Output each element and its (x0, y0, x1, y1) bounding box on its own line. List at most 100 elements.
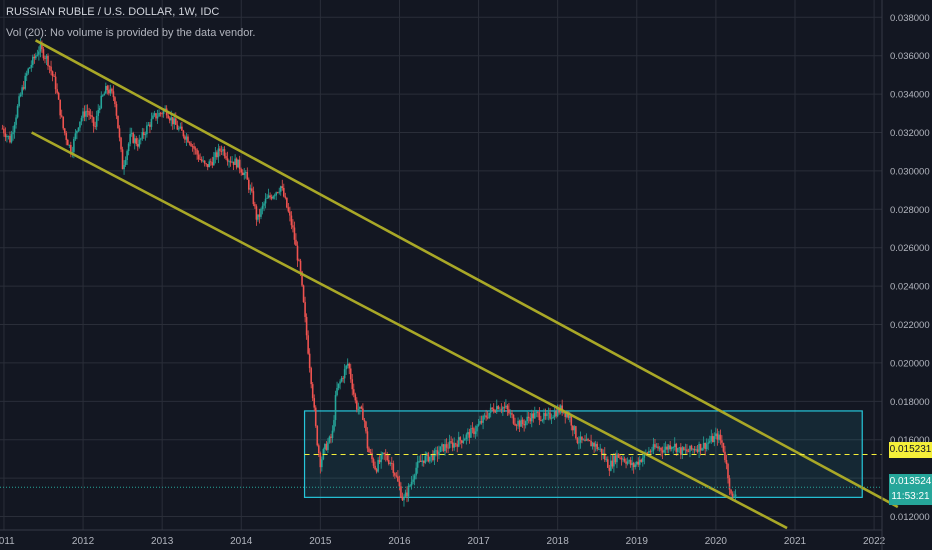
candle-body (147, 124, 150, 126)
candle-body (197, 154, 200, 160)
candle-body (689, 445, 691, 452)
candle-body (21, 87, 23, 95)
candle-body (211, 162, 214, 166)
y-tick-label: 0.028000 (890, 205, 930, 216)
candle-body (153, 113, 156, 116)
candle-body (381, 452, 384, 455)
candle-body (44, 58, 46, 60)
candle-body (459, 437, 462, 441)
candle-body (254, 204, 256, 207)
candle-body (526, 416, 528, 422)
candle-body (500, 408, 503, 410)
candle-body (454, 443, 457, 445)
candle-body (66, 139, 69, 146)
candle-body (473, 428, 475, 435)
candle-body (267, 195, 270, 198)
candle-body (80, 118, 83, 122)
candle-body (591, 442, 594, 447)
candle-body (623, 458, 626, 462)
candle-body (529, 418, 532, 422)
candle-body (206, 164, 209, 168)
candle-body (209, 161, 212, 163)
candle-body (213, 157, 215, 166)
candle-body (439, 446, 442, 453)
candle-body (68, 145, 71, 146)
candle-body (544, 413, 547, 417)
candle-body (200, 159, 203, 162)
candle-body (42, 49, 45, 59)
candle-body (106, 86, 109, 91)
candle-body (31, 56, 34, 65)
candle-body (608, 467, 611, 471)
lower-trendline (31, 131, 788, 530)
candle-body (628, 460, 630, 462)
candle-body (296, 245, 299, 261)
candle-body (275, 192, 277, 196)
candle-body (572, 425, 574, 431)
candle-body (406, 492, 408, 497)
candle-body (716, 433, 719, 440)
candle-body (328, 436, 331, 443)
y-tick-label: 0.036000 (890, 51, 930, 62)
candle-body (404, 492, 407, 498)
candle-body (616, 453, 618, 463)
candle-body (613, 455, 615, 467)
candle-body (576, 438, 579, 443)
candle-body (222, 149, 224, 152)
candle-body (176, 124, 179, 130)
candle-body (111, 88, 113, 92)
candle-body (693, 449, 696, 451)
candle-body (651, 450, 653, 452)
candle-body (678, 447, 681, 449)
candle-body (480, 420, 483, 423)
candle-body (270, 196, 273, 199)
candle-body (415, 467, 417, 476)
candle-body (105, 86, 107, 94)
candle-body (375, 469, 378, 472)
candle-body (73, 139, 75, 152)
candle-body (184, 136, 186, 140)
candle-body (95, 115, 98, 127)
candle-body (587, 439, 589, 441)
candle-body (272, 196, 274, 199)
candle-body (149, 124, 151, 127)
bar-countdown-tag: 11:53:21 (889, 489, 932, 505)
candle-body (476, 426, 478, 432)
candle-body (115, 104, 118, 116)
candle-body (349, 368, 352, 380)
candle-body (357, 408, 360, 410)
candle-body (422, 460, 425, 463)
candle-body (489, 407, 492, 413)
candle-body (622, 458, 624, 460)
candle-body (321, 459, 323, 468)
candle-body (578, 442, 580, 444)
candle-body (386, 455, 389, 461)
candle-body (401, 497, 404, 501)
candle-body (552, 417, 554, 419)
candle-body (389, 462, 392, 464)
candle-body (550, 418, 553, 420)
candle-body (518, 420, 521, 427)
candle-body (19, 94, 22, 97)
candle-body (666, 446, 668, 450)
candle-body (51, 71, 54, 76)
candle-body (25, 73, 28, 76)
trendlines[interactable] (31, 39, 899, 530)
candle-body (646, 452, 649, 454)
candle-body (733, 496, 735, 498)
candle-body (425, 453, 428, 456)
candle-body (258, 214, 261, 217)
candle-body (237, 159, 239, 168)
candle-body (12, 132, 14, 135)
candle-body (94, 126, 96, 127)
candle-body (257, 214, 259, 220)
candle-body (220, 150, 223, 152)
candle-body (100, 95, 103, 109)
candle-body (182, 130, 185, 137)
candle-body (281, 186, 284, 188)
candle-body (311, 384, 314, 399)
candle-body (141, 132, 144, 139)
candle-body (354, 394, 357, 401)
